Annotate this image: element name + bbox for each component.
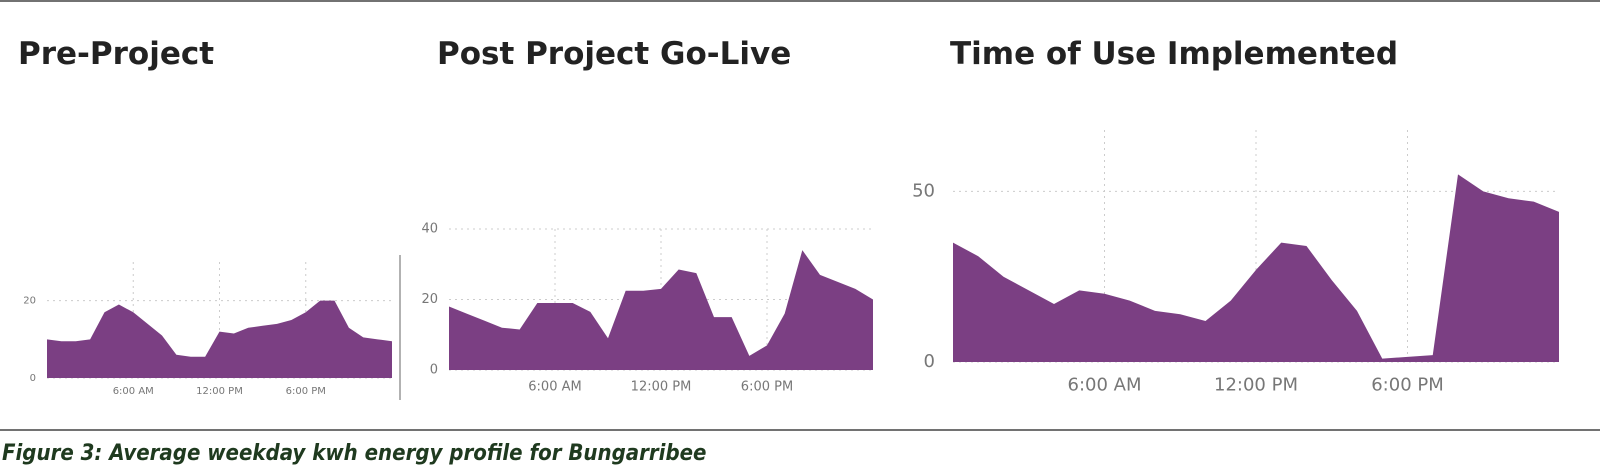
y-tick-label: 20 bbox=[421, 292, 438, 307]
x-tick-label: 6:00 PM bbox=[286, 386, 326, 397]
chart-title: Pre-Project bbox=[18, 36, 214, 72]
area bbox=[449, 250, 873, 370]
x-tick-label: 6:00 AM bbox=[113, 386, 154, 397]
x-tick-label: 12:00 PM bbox=[196, 386, 243, 397]
y-tick-label: 40 bbox=[421, 222, 438, 237]
x-tick-label: 12:00 PM bbox=[1214, 374, 1298, 395]
area bbox=[953, 174, 1559, 362]
y-tick-label: 50 bbox=[912, 180, 935, 201]
y-tick-label: 20 bbox=[23, 296, 36, 307]
chart-title: Post Project Go-Live bbox=[437, 36, 791, 72]
x-tick-label: 6:00 PM bbox=[741, 379, 793, 394]
x-tick-label: 6:00 AM bbox=[1068, 374, 1142, 395]
x-tick-label: 6:00 PM bbox=[1371, 374, 1444, 395]
y-tick-label: 0 bbox=[924, 351, 935, 372]
x-tick-label: 6:00 AM bbox=[528, 379, 581, 394]
area bbox=[47, 300, 392, 378]
y-tick-label: 0 bbox=[430, 363, 438, 378]
x-tick-label: 12:00 PM bbox=[631, 379, 692, 394]
caption: Figure 3: Average weekday kwh energy pro… bbox=[2, 441, 706, 466]
y-tick-label: 0 bbox=[30, 373, 36, 384]
chart-title: Time of Use Implemented bbox=[950, 36, 1398, 72]
